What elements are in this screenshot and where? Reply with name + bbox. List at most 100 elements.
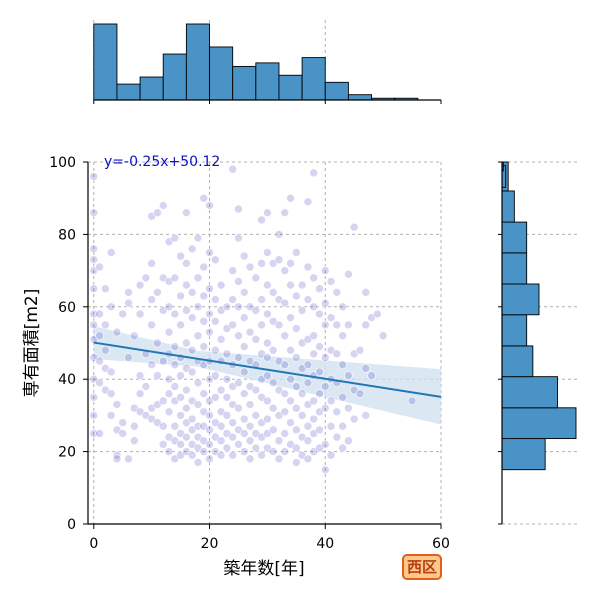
data-point [332, 407, 342, 417]
data-point [315, 309, 324, 319]
right-hist-bar [501, 438, 546, 471]
data-point [280, 407, 290, 417]
data-point [239, 367, 249, 377]
data-point [118, 418, 128, 427]
data-point [309, 273, 318, 283]
data-point [274, 320, 284, 330]
data-point [101, 284, 110, 294]
data-point [129, 421, 139, 431]
right-hist-bar [501, 283, 540, 316]
data-point [239, 313, 249, 322]
data-point [228, 295, 237, 304]
data-point [239, 251, 249, 261]
data-point [280, 266, 290, 275]
data-point [199, 316, 209, 326]
data-point [320, 440, 330, 449]
data-point [211, 392, 220, 402]
data-point [158, 440, 168, 449]
data-point [228, 418, 237, 427]
data-point [309, 349, 318, 359]
data-point [263, 396, 272, 406]
data-point [89, 320, 99, 330]
regression-line [93, 341, 442, 398]
data-point [176, 440, 185, 449]
data-point [355, 345, 365, 355]
data-point [234, 233, 243, 243]
data-point [349, 222, 359, 232]
data-point [89, 255, 99, 265]
data-point [211, 345, 220, 355]
data-point [118, 429, 128, 438]
data-point [95, 429, 104, 438]
right-hist-bar [501, 314, 528, 347]
data-point [315, 367, 324, 377]
data-point [176, 291, 185, 301]
data-point [205, 425, 214, 435]
data-point [95, 378, 104, 388]
data-point [332, 288, 342, 297]
data-point [205, 411, 214, 420]
data-point [292, 353, 301, 362]
regression-equation-label: y=-0.25x+50.12 [104, 154, 220, 170]
top-marginal-histogram [93, 20, 442, 104]
data-point [228, 432, 237, 442]
right-hist-bar [501, 407, 577, 440]
data-point [344, 371, 353, 380]
data-point [205, 309, 214, 319]
data-point [268, 288, 278, 297]
data-point [182, 403, 191, 413]
data-point [309, 302, 318, 312]
main-scatter-plot: 0 20 40 60 0 20 40 60 80 100 y=-0.25x+50.12 築年数[年… [22, 154, 450, 579]
right-hist-bar [501, 252, 528, 285]
data-point [361, 411, 371, 420]
data-point [234, 378, 243, 388]
x-tick-label: 20 [201, 536, 219, 552]
data-point [268, 403, 278, 413]
data-point [170, 421, 180, 431]
data-point [205, 327, 214, 337]
data-point [263, 208, 272, 217]
data-point [338, 443, 347, 453]
data-point [164, 447, 174, 456]
data-point [228, 164, 237, 174]
data-point [320, 320, 330, 330]
right-hist-bar [501, 190, 515, 223]
y-tick-label: 0 [67, 517, 76, 533]
data-point [303, 197, 313, 207]
data-point [95, 309, 104, 319]
data-point [263, 353, 272, 362]
data-point [124, 288, 133, 297]
data-point [89, 411, 99, 420]
data-point [338, 392, 347, 402]
data-point [187, 414, 197, 424]
data-point [228, 320, 237, 330]
data-point [286, 396, 295, 406]
data-point [344, 403, 353, 413]
data-point [199, 389, 209, 398]
regression-band [93, 326, 442, 425]
data-point [286, 313, 295, 322]
data-point [205, 440, 214, 449]
data-point [274, 454, 284, 464]
data-point [176, 392, 185, 402]
data-point [199, 342, 209, 351]
top-hist-bar [301, 57, 326, 101]
data-point [268, 425, 278, 435]
data-point [164, 302, 174, 312]
data-point [234, 331, 243, 341]
data-point [407, 396, 417, 406]
data-point [320, 353, 330, 362]
data-point [292, 458, 301, 467]
data-point [286, 259, 295, 268]
data-point [199, 291, 209, 301]
data-point [187, 244, 197, 254]
data-point [147, 259, 156, 268]
data-point [268, 447, 278, 456]
data-point [234, 353, 243, 362]
data-point [124, 454, 133, 464]
data-point [338, 421, 347, 431]
data-point [164, 389, 174, 398]
data-point [187, 367, 197, 377]
axes: 0 20 40 60 0 20 40 60 80 100 [49, 155, 450, 552]
data-point [263, 248, 272, 257]
